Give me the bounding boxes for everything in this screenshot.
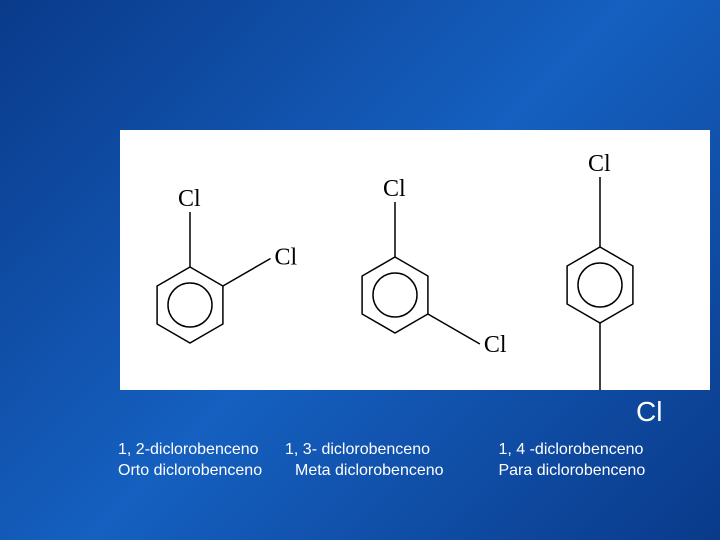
- caption-para: 1, 4 -diclorobenceno Para diclorobenceno: [498, 440, 645, 482]
- diagram-panel: Cl Cl Cl Cl Cl: [120, 130, 710, 390]
- molecule-meta: Cl Cl: [362, 176, 507, 358]
- caption-para-line2: Para diclorobenceno: [498, 462, 645, 479]
- caption-para-line1: 1, 4 -diclorobenceno: [498, 441, 643, 458]
- svg-text:Cl: Cl: [588, 151, 611, 177]
- para-bottom-cl-label: Cl: [636, 396, 662, 428]
- caption-ortho: 1, 2-diclorobenceno Orto diclorobenceno: [118, 440, 262, 482]
- caption-meta: 1, 3- diclorobenceno Meta diclorobenceno: [285, 440, 444, 482]
- molecule-ortho: Cl Cl: [157, 186, 297, 343]
- molecules-svg: Cl Cl Cl Cl Cl: [120, 130, 710, 390]
- caption-meta-line1: 1, 3- diclorobenceno: [285, 441, 430, 458]
- caption-ortho-line1: 1, 2-diclorobenceno: [118, 441, 259, 458]
- caption-meta-line2: Meta diclorobenceno: [285, 462, 444, 479]
- molecule-para: Cl: [567, 151, 633, 390]
- svg-text:Cl: Cl: [484, 332, 507, 358]
- svg-text:Cl: Cl: [178, 186, 201, 212]
- caption-row: 1, 2-diclorobenceno Orto diclorobenceno …: [118, 440, 645, 482]
- svg-text:Cl: Cl: [275, 245, 298, 271]
- caption-ortho-line2: Orto diclorobenceno: [118, 462, 262, 479]
- svg-text:Cl: Cl: [383, 176, 406, 202]
